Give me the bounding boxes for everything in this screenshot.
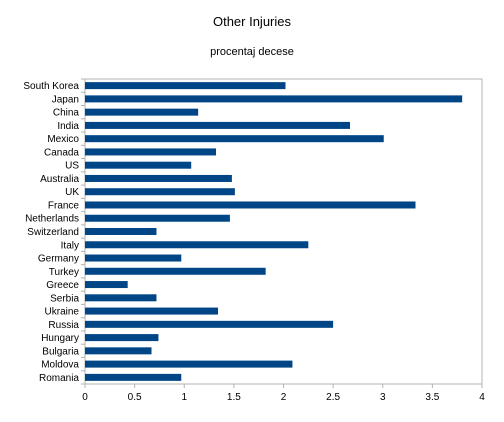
- x-tick-label: 1.5: [227, 392, 241, 403]
- bar: [85, 82, 286, 90]
- bar: [85, 161, 192, 169]
- x-tick-label: 3: [380, 392, 386, 403]
- y-tick-label: China: [53, 108, 80, 119]
- y-tick-label: UK: [65, 187, 79, 198]
- bar: [85, 241, 309, 249]
- x-tick-label: 0: [82, 392, 88, 403]
- y-tick-label: Ukraine: [45, 307, 80, 318]
- bar: [85, 201, 416, 209]
- y-tick-label: Turkey: [49, 267, 79, 278]
- x-tick-label: 2.5: [326, 392, 340, 403]
- y-tick-label: Greece: [46, 280, 79, 291]
- bar: [85, 373, 182, 381]
- bar: [85, 121, 350, 129]
- y-tick-label: Japan: [52, 94, 79, 105]
- bar: [85, 267, 266, 275]
- bar: [85, 108, 199, 116]
- y-tick-label: US: [65, 161, 79, 172]
- bar: [85, 360, 293, 368]
- bar: [85, 320, 334, 328]
- bar: [85, 294, 157, 302]
- y-tick-label: South Korea: [23, 81, 79, 92]
- bar: [85, 281, 128, 289]
- bar: [85, 307, 218, 315]
- y-tick-label: Russia: [48, 320, 79, 331]
- y-tick-label: Moldova: [41, 360, 79, 371]
- y-tick-label: Netherlands: [25, 214, 79, 225]
- bar: [85, 214, 230, 222]
- x-tick-label: 2: [281, 392, 287, 403]
- y-tick-label: Switzerland: [27, 227, 79, 238]
- y-tick-label: Hungary: [41, 333, 79, 344]
- bar: [85, 228, 157, 235]
- y-tick-label: Mexico: [47, 134, 79, 145]
- chart-title: Other Injuries: [212, 14, 292, 29]
- x-tick-label: 1: [181, 392, 187, 403]
- bar: [85, 334, 159, 342]
- bar: [85, 347, 152, 355]
- y-tick-label: Germany: [38, 254, 79, 265]
- y-tick-label: India: [57, 121, 79, 132]
- y-tick-label: Italy: [61, 240, 79, 251]
- y-tick-label: Serbia: [50, 293, 79, 304]
- x-tick-label: 4: [479, 392, 485, 403]
- bar: [85, 148, 217, 156]
- bar: [85, 254, 182, 262]
- bar: [85, 135, 384, 143]
- chart-subtitle: procentaj decese: [210, 46, 294, 58]
- y-tick-label: France: [48, 200, 80, 211]
- y-tick-label: Canada: [44, 147, 79, 158]
- y-tick-label: Bulgaria: [42, 346, 79, 357]
- bar: [85, 174, 232, 182]
- bar: [85, 95, 463, 103]
- y-tick-label: Australia: [40, 174, 79, 185]
- x-tick-label: 0.5: [128, 392, 142, 403]
- y-tick-label: Romania: [39, 373, 79, 384]
- bar: [85, 188, 235, 196]
- x-tick-label: 3.5: [425, 392, 439, 403]
